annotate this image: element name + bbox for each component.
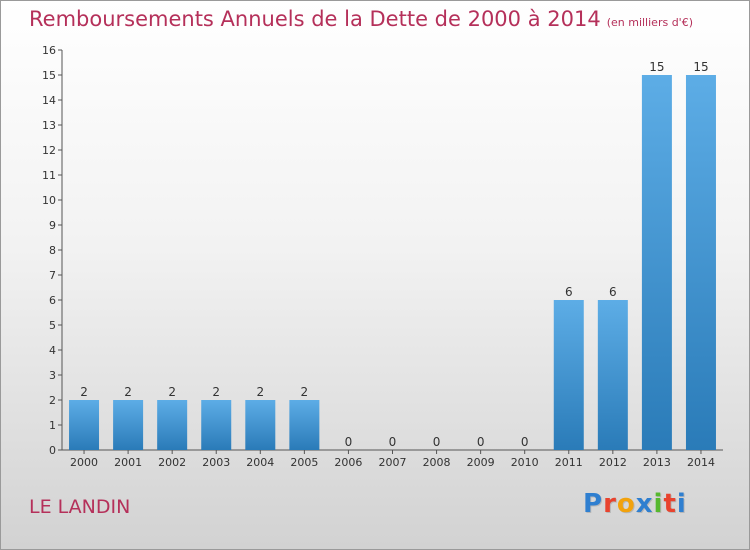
data-label-2007: 0 bbox=[389, 435, 397, 449]
logo-letter: x bbox=[635, 489, 654, 519]
y-tick-label: 8 bbox=[49, 244, 56, 257]
logo-letter: o bbox=[616, 489, 636, 519]
data-label-2014: 15 bbox=[693, 60, 708, 74]
x-tick-label-2011: 2011 bbox=[555, 456, 583, 469]
bar-2011 bbox=[553, 300, 584, 450]
data-label-2004: 2 bbox=[256, 385, 264, 399]
data-label-2003: 2 bbox=[212, 385, 220, 399]
y-tick-label: 13 bbox=[42, 119, 56, 132]
chart-title: Remboursements Annuels de la Dette de 20… bbox=[29, 7, 693, 31]
data-label-2001: 2 bbox=[124, 385, 132, 399]
bar-2012 bbox=[597, 300, 628, 450]
y-tick-label: 16 bbox=[42, 44, 56, 57]
x-tick-label-2000: 2000 bbox=[70, 456, 98, 469]
y-tick-label: 15 bbox=[42, 69, 56, 82]
y-tick-label: 0 bbox=[49, 444, 56, 457]
logo-letter: P bbox=[583, 489, 604, 519]
x-tick-label-2001: 2001 bbox=[114, 456, 142, 469]
commune-name: LE LANDIN bbox=[29, 496, 131, 518]
bar-2014 bbox=[685, 75, 716, 450]
y-tick-label: 2 bbox=[49, 394, 56, 407]
data-label-2002: 2 bbox=[168, 385, 176, 399]
y-tick-label: 9 bbox=[49, 219, 56, 232]
data-label-2013: 15 bbox=[649, 60, 664, 74]
bar-2013 bbox=[641, 75, 672, 450]
y-tick-label: 12 bbox=[42, 144, 56, 157]
x-tick-label-2009: 2009 bbox=[467, 456, 495, 469]
proxiti-logo: Proxiti bbox=[583, 489, 687, 519]
data-label-2011: 6 bbox=[565, 285, 573, 299]
y-tick-label: 11 bbox=[42, 169, 56, 182]
data-label-2000: 2 bbox=[80, 385, 88, 399]
x-tick-label-2004: 2004 bbox=[246, 456, 274, 469]
y-tick-label: 4 bbox=[49, 344, 56, 357]
y-tick-label: 14 bbox=[42, 94, 56, 107]
logo-letter: t bbox=[663, 489, 677, 519]
data-label-2005: 2 bbox=[301, 385, 309, 399]
bar-2004 bbox=[245, 400, 276, 450]
x-tick-label-2008: 2008 bbox=[423, 456, 451, 469]
x-tick-label-2013: 2013 bbox=[643, 456, 671, 469]
y-tick-label: 7 bbox=[49, 269, 56, 282]
x-tick-label-2014: 2014 bbox=[687, 456, 715, 469]
data-label-2010: 0 bbox=[521, 435, 529, 449]
chart-title-text: Remboursements Annuels de la Dette de 20… bbox=[29, 7, 601, 31]
y-tick-label: 1 bbox=[49, 419, 56, 432]
logo-letter: r bbox=[603, 489, 617, 519]
y-tick-label: 6 bbox=[49, 294, 56, 307]
bar-2002 bbox=[157, 400, 188, 450]
x-tick-label-2006: 2006 bbox=[334, 456, 362, 469]
logo-letter: i bbox=[676, 489, 687, 519]
bars: 2 2 2 2 2 2 0 0 0 0 0 6 6 15 15 bbox=[69, 60, 716, 450]
data-label-2006: 0 bbox=[345, 435, 353, 449]
x-tick-label-2002: 2002 bbox=[158, 456, 186, 469]
y-tick-label: 5 bbox=[49, 319, 56, 332]
data-label-2008: 0 bbox=[433, 435, 441, 449]
data-label-2009: 0 bbox=[477, 435, 485, 449]
x-tick-label-2005: 2005 bbox=[290, 456, 318, 469]
chart-unit: (en milliers d'€) bbox=[606, 16, 693, 29]
bar-2000 bbox=[69, 400, 100, 450]
x-tick-label-2010: 2010 bbox=[511, 456, 539, 469]
y-tick-label: 3 bbox=[49, 369, 56, 382]
data-label-2012: 6 bbox=[609, 285, 617, 299]
y-tick-label: 10 bbox=[42, 194, 56, 207]
logo-letter: i bbox=[653, 489, 664, 519]
bar-2003 bbox=[201, 400, 232, 450]
bar-2001 bbox=[113, 400, 144, 450]
x-tick-label-2003: 2003 bbox=[202, 456, 230, 469]
bar-2005 bbox=[289, 400, 320, 450]
x-tick-label-2007: 2007 bbox=[379, 456, 407, 469]
x-tick-label-2012: 2012 bbox=[599, 456, 627, 469]
